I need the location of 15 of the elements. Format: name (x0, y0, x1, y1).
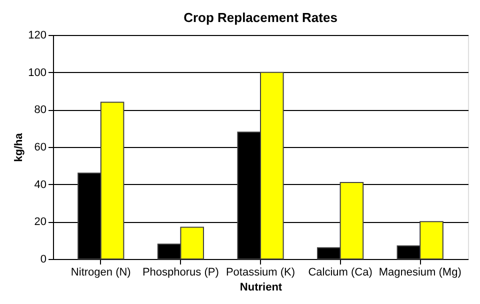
x-tick-label: Calcium (Ca) (308, 266, 372, 278)
y-tick-label: 20 (34, 216, 46, 228)
y-tick-label: 40 (34, 178, 46, 191)
y-tick-label: 120 (28, 30, 46, 42)
y-tick-label: 0 (40, 254, 46, 266)
y-axis-title: kg/ha (13, 132, 26, 162)
y-tick-label: 60 (34, 142, 46, 154)
y-tick-label: 80 (34, 104, 46, 116)
y-tick-label: 100 (28, 66, 46, 79)
x-tick-label: Magnesium (Mg) (378, 266, 462, 278)
x-axis-title: Nutrient (240, 282, 282, 294)
x-tick-label: Nitrogen (N) (70, 266, 131, 278)
x-tick-label: Potassium (K) (226, 266, 296, 278)
chart-title: Crop Replacement Rates (184, 10, 338, 25)
x-tick-label: Phosphorus (P) (142, 266, 219, 278)
